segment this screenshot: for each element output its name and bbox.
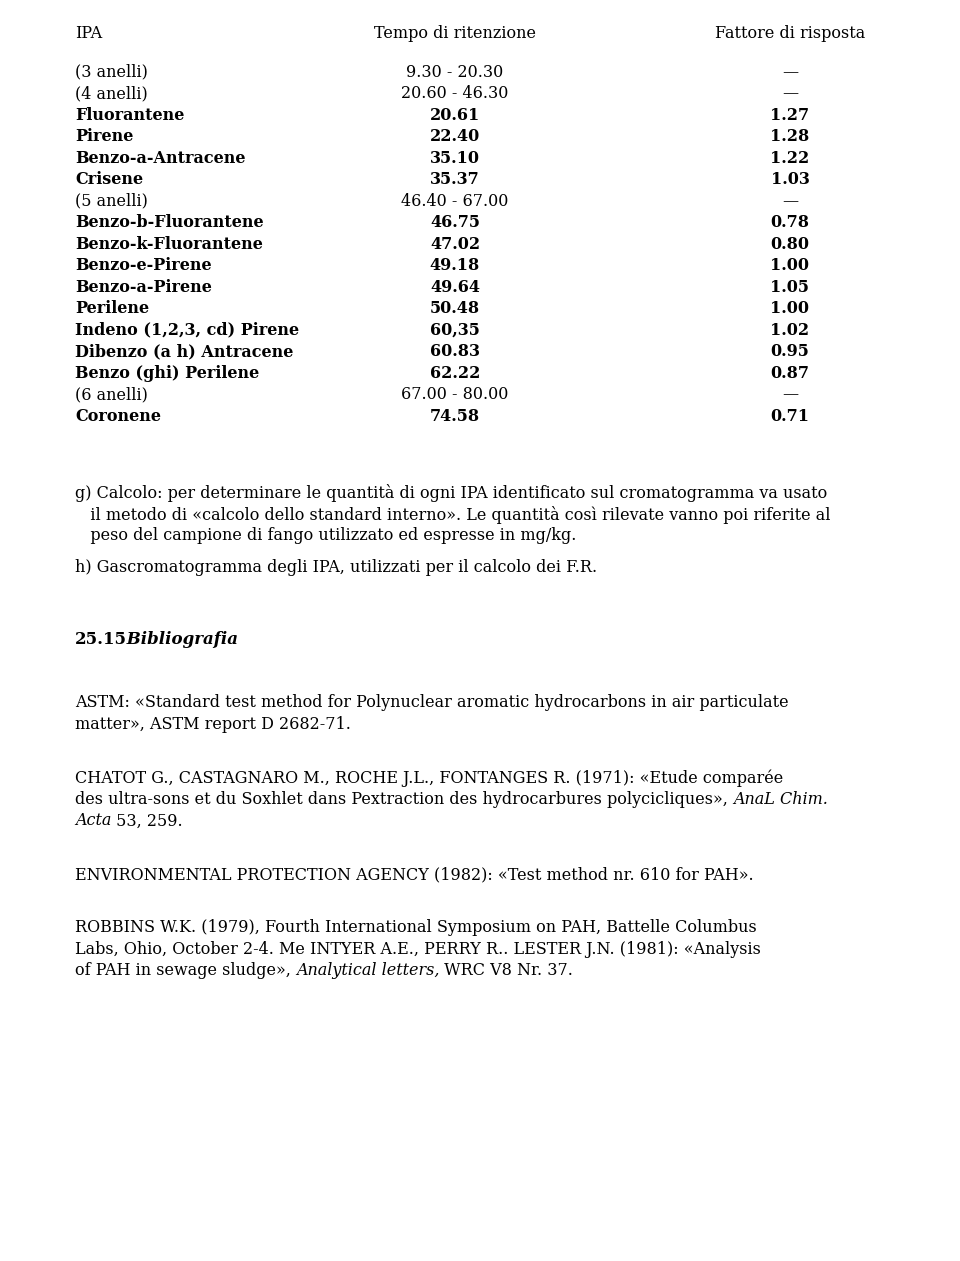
Text: ASTM: «Standard test method for Polynuclear aromatic hydrocarbons in air particu: ASTM: «Standard test method for Polynucl…: [75, 695, 788, 711]
Text: 1.00: 1.00: [771, 300, 809, 318]
Text: Dibenzo (a h) Antracene: Dibenzo (a h) Antracene: [75, 343, 294, 361]
Text: Analytical letters,: Analytical letters,: [296, 962, 440, 980]
Text: 0.78: 0.78: [771, 214, 809, 231]
Text: ROBBINS W.K. (1979), Fourth International Symposium on PAH, Battelle Columbus: ROBBINS W.K. (1979), Fourth Internationa…: [75, 919, 756, 937]
Text: Fluorantene: Fluorantene: [75, 107, 184, 124]
Text: Benzo-e-Pirene: Benzo-e-Pirene: [75, 257, 211, 274]
Text: Pirene: Pirene: [75, 129, 133, 145]
Text: (6 anelli): (6 anelli): [75, 386, 148, 404]
Text: il metodo di «calcolo dello standard interno». Le quantità così rilevate vanno p: il metodo di «calcolo dello standard int…: [75, 506, 830, 523]
Text: 35.10: 35.10: [430, 150, 480, 166]
Text: Indeno (1,2,3, cd) Pirene: Indeno (1,2,3, cd) Pirene: [75, 322, 300, 339]
Text: Perilene: Perilene: [75, 300, 149, 318]
Text: g) Calcolo: per determinare le quantità di ogni IPA identificato sul cromatogram: g) Calcolo: per determinare le quantità …: [75, 484, 828, 502]
Text: 20.61: 20.61: [430, 107, 480, 124]
Text: 1.03: 1.03: [771, 171, 809, 188]
Text: 0.95: 0.95: [771, 343, 809, 361]
Text: 49.64: 49.64: [430, 279, 480, 295]
Text: 49.18: 49.18: [430, 257, 480, 274]
Text: 35.37: 35.37: [430, 171, 480, 188]
Text: 0.80: 0.80: [771, 236, 809, 252]
Text: 1.27: 1.27: [771, 107, 809, 124]
Text: des ultra-sons et du Soxhlet dans Pextraction des hydrocarbures polycicliques»,: des ultra-sons et du Soxhlet dans Pextra…: [75, 791, 733, 808]
Text: 9.30 - 20.30: 9.30 - 20.30: [406, 64, 504, 81]
Text: IPA: IPA: [75, 25, 102, 42]
Text: 22.40: 22.40: [430, 129, 480, 145]
Text: 0.71: 0.71: [771, 407, 809, 425]
Text: Benzo (ghi) Perilene: Benzo (ghi) Perilene: [75, 364, 259, 382]
Text: 50.48: 50.48: [430, 300, 480, 318]
Text: —: —: [782, 386, 798, 404]
Text: 1.28: 1.28: [770, 129, 809, 145]
Text: of PAH in sewage sludge»,: of PAH in sewage sludge»,: [75, 962, 296, 980]
Text: Crisene: Crisene: [75, 171, 143, 188]
Text: Tempo di ritenzione: Tempo di ritenzione: [374, 25, 536, 42]
Text: Benzo-b-Fluorantene: Benzo-b-Fluorantene: [75, 214, 264, 231]
Text: 1.22: 1.22: [770, 150, 809, 166]
Text: —: —: [782, 86, 798, 102]
Text: 0.87: 0.87: [771, 364, 809, 382]
Text: Labs, Ohio, October 2-4. Me INTYER A.E., PERRY R.. LESTER J.N. (1981): «Analysis: Labs, Ohio, October 2-4. Me INTYER A.E.,…: [75, 941, 761, 958]
Text: Coronene: Coronene: [75, 407, 161, 425]
Text: AnaL Chim.: AnaL Chim.: [733, 791, 828, 808]
Text: ENVIRONMENTAL PROTECTION AGENCY (1982): «Test method nr. 610 for PAH».: ENVIRONMENTAL PROTECTION AGENCY (1982): …: [75, 866, 754, 883]
Text: 53, 259.: 53, 259.: [111, 812, 183, 830]
Text: 1.05: 1.05: [771, 279, 809, 295]
Text: Benzo-a-Pirene: Benzo-a-Pirene: [75, 279, 212, 295]
Text: 1.00: 1.00: [771, 257, 809, 274]
Text: (4 anelli): (4 anelli): [75, 86, 148, 102]
Text: Benzo-a-Antracene: Benzo-a-Antracene: [75, 150, 246, 166]
Text: 25.15: 25.15: [75, 630, 127, 648]
Text: Fattore di risposta: Fattore di risposta: [715, 25, 865, 42]
Text: Acta: Acta: [75, 812, 111, 830]
Text: peso del campione di fango utilizzato ed espresse in mg/kg.: peso del campione di fango utilizzato ed…: [75, 527, 576, 545]
Text: 47.02: 47.02: [430, 236, 480, 252]
Text: 1.02: 1.02: [771, 322, 809, 339]
Text: 74.58: 74.58: [430, 407, 480, 425]
Text: —: —: [782, 193, 798, 209]
Text: 62.22: 62.22: [430, 364, 480, 382]
Text: Bibliografia: Bibliografia: [121, 630, 238, 648]
Text: 20.60 - 46.30: 20.60 - 46.30: [401, 86, 509, 102]
Text: CHATOT G., CASTAGNARO M., ROCHE J.L., FONTANGES R. (1971): «Etude comparée: CHATOT G., CASTAGNARO M., ROCHE J.L., FO…: [75, 769, 783, 787]
Text: (5 anelli): (5 anelli): [75, 193, 148, 209]
Text: h) Gascromatogramma degli IPA, utilizzati per il calcolo dei F.R.: h) Gascromatogramma degli IPA, utilizzat…: [75, 560, 597, 576]
Text: 46.75: 46.75: [430, 214, 480, 231]
Text: Benzo-k-Fluorantene: Benzo-k-Fluorantene: [75, 236, 263, 252]
Text: WRC V8 Nr. 37.: WRC V8 Nr. 37.: [440, 962, 573, 980]
Text: 46.40 - 67.00: 46.40 - 67.00: [401, 193, 509, 209]
Text: (3 anelli): (3 anelli): [75, 64, 148, 81]
Text: 60,35: 60,35: [430, 322, 480, 339]
Text: 67.00 - 80.00: 67.00 - 80.00: [401, 386, 509, 404]
Text: 60.83: 60.83: [430, 343, 480, 361]
Text: —: —: [782, 64, 798, 81]
Text: matter», ASTM report D 2682-71.: matter», ASTM report D 2682-71.: [75, 716, 350, 733]
